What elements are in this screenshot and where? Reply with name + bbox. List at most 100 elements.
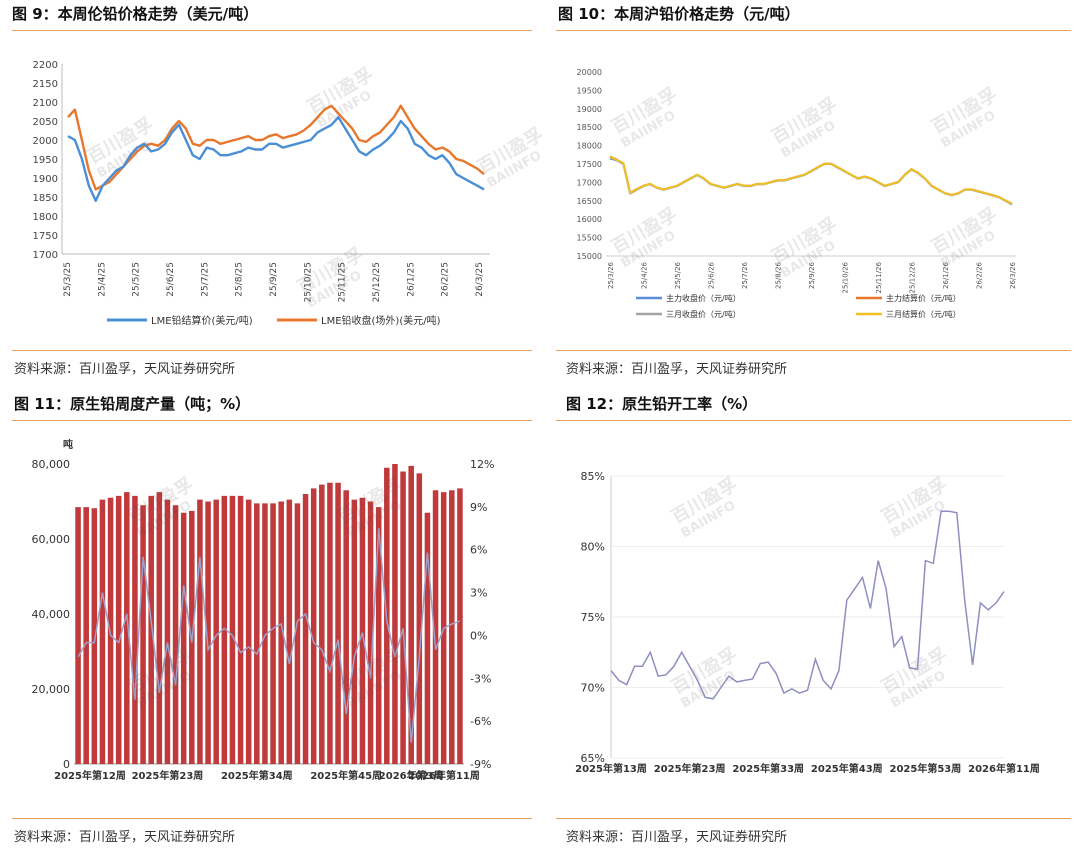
y-tick-label-right: 12% bbox=[470, 458, 494, 471]
bar-weekly-output bbox=[457, 488, 463, 764]
x-tick-label: 2025年第23周 bbox=[654, 762, 726, 775]
x-tick-label: 25/9/26 bbox=[808, 261, 816, 289]
bar-weekly-output bbox=[180, 512, 187, 764]
y-tick-label: 18000 bbox=[577, 142, 602, 151]
bar-weekly-output bbox=[91, 508, 98, 764]
legend-label-lme-settle: LME铅结算价(美元/吨) bbox=[151, 314, 253, 327]
bar-weekly-output bbox=[213, 499, 219, 764]
bar-weekly-output bbox=[351, 499, 358, 764]
legend-label-main-settle: 主力结算价（元/吨） bbox=[886, 293, 961, 303]
bar-weekly-output bbox=[132, 495, 138, 764]
series-line-utilization bbox=[610, 510, 1005, 700]
bar-weekly-output bbox=[270, 503, 276, 764]
y-tick-label: 80% bbox=[581, 541, 605, 554]
y-tick-label-left: 60,000 bbox=[32, 533, 71, 546]
x-tick-label: 26/3/25 bbox=[475, 262, 485, 297]
legend-label-lme-close: LME铅收盘(场外)(美元/吨) bbox=[321, 314, 441, 327]
y-tick-label: 2150 bbox=[33, 79, 58, 90]
y-tick-label-left: 20,000 bbox=[32, 683, 71, 696]
bar-weekly-output bbox=[245, 499, 252, 764]
y-tick-label: 15500 bbox=[577, 234, 602, 243]
y-tick-label: 75% bbox=[581, 611, 605, 624]
chart-title-fig9: 图 9：本周伦铅价格走势（美元/吨） bbox=[12, 5, 259, 23]
primary-lead-output-chart: 吨 80,000 60,000 40,000 20,000 0 12% 9% 6% 3% 0% -3%… bbox=[32, 438, 495, 782]
x-tick-label: 25/6/26 bbox=[708, 261, 716, 289]
bar-weekly-output bbox=[375, 507, 382, 764]
bar-weekly-output bbox=[115, 495, 122, 764]
x-tick-label: 2025年第34周 bbox=[221, 769, 293, 782]
legend-label-third-settle: 三月结算价（元/吨） bbox=[886, 309, 961, 319]
x-tick-label: 25/9/25 bbox=[269, 262, 279, 297]
x-tick-label: 2025年第53周 bbox=[890, 762, 962, 775]
bar-weekly-output bbox=[327, 482, 333, 764]
x-tick-label: 25/11/26 bbox=[875, 261, 883, 293]
y-tick-label: 1700 bbox=[33, 250, 58, 261]
bar-weekly-output bbox=[148, 495, 154, 764]
y-tick-label: 16000 bbox=[577, 215, 602, 224]
chart-title-fig11: 图 11：原生铅周度产量（吨；%） bbox=[14, 395, 251, 413]
bar-weekly-output bbox=[221, 495, 228, 764]
series-line-third-settle bbox=[609, 156, 1013, 205]
bar-weekly-output bbox=[75, 507, 81, 764]
title-divider bbox=[556, 30, 1071, 31]
y-tick-label-left: 0 bbox=[63, 758, 70, 771]
bar-weekly-output bbox=[99, 499, 106, 764]
bar-weekly-output bbox=[359, 497, 366, 764]
y-tick-label-right: 9% bbox=[470, 501, 487, 514]
y-tick-label-left: 80,000 bbox=[32, 458, 71, 471]
x-tick-label: 25/8/25 bbox=[235, 262, 245, 297]
x-tick-label: 2026年第3周 bbox=[379, 769, 444, 782]
bar-weekly-output bbox=[156, 492, 163, 764]
chart-title-fig10: 图 10：本周沪铅价格走势（元/吨） bbox=[558, 5, 800, 23]
x-tick-label: 26/1/25 bbox=[406, 262, 416, 297]
y-tick-label-right: 6% bbox=[470, 544, 487, 557]
x-tick-label: 25/3/26 bbox=[607, 261, 615, 289]
source-note: 资料来源：百川盈孚，天风证券研究所 bbox=[566, 830, 788, 845]
x-tick-label: 25/11/25 bbox=[338, 262, 348, 302]
y-tick-label: 19000 bbox=[577, 105, 602, 114]
lme-lead-price-chart: 2200 2150 2100 2050 2000 1950 1900 1850 1800 1750… bbox=[33, 60, 542, 327]
x-tick-label: 25/3/25 bbox=[63, 262, 73, 297]
y-tick-label-right: 3% bbox=[470, 587, 487, 600]
bar-weekly-output bbox=[254, 503, 260, 764]
x-tick-label: 25/5/25 bbox=[132, 262, 142, 297]
y-tick-label-right: -9% bbox=[470, 758, 491, 771]
bar-weekly-output bbox=[229, 495, 236, 764]
source-divider bbox=[12, 350, 532, 351]
bar-weekly-output bbox=[310, 488, 317, 764]
x-tick-label: 2025年第13周 bbox=[575, 762, 647, 775]
bar-weekly-output bbox=[124, 492, 130, 764]
source-note: 资料来源：百川盈孚，天风证券研究所 bbox=[14, 362, 236, 377]
bar-weekly-output bbox=[140, 505, 146, 764]
y-tick-label: 16500 bbox=[577, 197, 602, 206]
y-tick-label: 1800 bbox=[33, 212, 58, 223]
source-divider bbox=[556, 350, 1071, 351]
bar-weekly-output bbox=[319, 484, 325, 764]
bar-weekly-output bbox=[286, 499, 293, 764]
x-tick-label: 25/10/26 bbox=[842, 261, 850, 293]
y-tick-label: 20000 bbox=[577, 68, 602, 77]
bar-weekly-output bbox=[408, 465, 414, 764]
x-tick-label: 2025年第12周 bbox=[54, 769, 126, 782]
y-tick-label: 2050 bbox=[33, 117, 58, 128]
bar-weekly-output bbox=[172, 505, 179, 764]
shfe-lead-price-chart: 20000 19500 19000 18500 18000 17500 17000 16500… bbox=[577, 68, 1017, 319]
bar-weekly-output bbox=[237, 495, 244, 764]
source-note: 资料来源：百川盈孚，天风证券研究所 bbox=[14, 830, 236, 845]
y-tick-label: 19500 bbox=[577, 86, 602, 95]
legend-label-main-close: 主力收盘价（元/吨） bbox=[666, 293, 741, 303]
x-tick-label: 25/12/25 bbox=[372, 262, 382, 302]
y-tick-label: 1950 bbox=[33, 155, 58, 166]
x-tick-label: 26/1/26 bbox=[942, 261, 950, 289]
bar-weekly-output bbox=[294, 503, 301, 764]
bar-weekly-output bbox=[343, 490, 349, 764]
x-tick-label: 2026年第11周 bbox=[408, 769, 480, 782]
bar-weekly-output bbox=[416, 473, 423, 764]
